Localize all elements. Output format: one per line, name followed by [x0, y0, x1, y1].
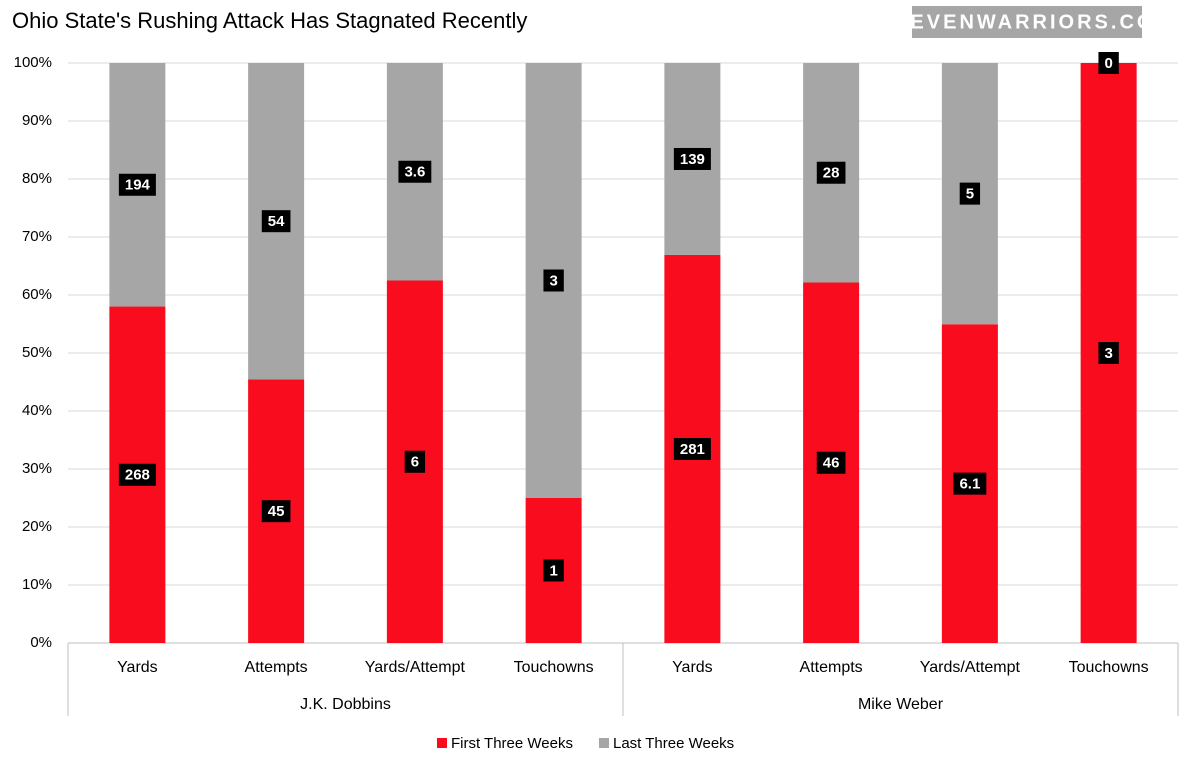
watermark: ELEVENWARRIORS.COM: [879, 11, 1175, 33]
data-label-box: [953, 472, 987, 495]
y-tick-label: 30%: [22, 460, 52, 477]
data-label-box: [118, 463, 156, 486]
y-tick-label: 20%: [22, 518, 52, 535]
y-tick-label: 60%: [22, 286, 52, 303]
chart-title: Ohio State's Rushing Attack Has Stagnate…: [12, 8, 527, 33]
data-label: 6: [411, 454, 419, 471]
y-tick-label: 40%: [22, 402, 52, 419]
group-label: J.K. Dobbins: [300, 696, 391, 713]
data-label: 54: [268, 213, 285, 230]
data-label-box: [1098, 342, 1119, 364]
data-label-box: [261, 210, 291, 233]
legend-label: Last Three Weeks: [613, 735, 734, 752]
x-tick-label: Yards: [117, 659, 158, 676]
y-tick-label: 50%: [22, 344, 52, 361]
y-tick-label: 10%: [22, 576, 52, 593]
x-tick-label: Attempts: [245, 659, 308, 676]
data-label: 281: [680, 441, 705, 458]
x-tick-label: Yards/Attempt: [920, 659, 1021, 676]
y-tick-label: 100%: [14, 54, 52, 71]
data-label: 194: [125, 177, 151, 194]
data-label: 5: [966, 186, 974, 203]
data-label-box: [543, 269, 564, 292]
x-tick-label: Yards/Attempt: [365, 659, 466, 676]
y-tick-label: 80%: [22, 170, 52, 187]
data-label-box: [959, 182, 981, 205]
data-label-box: [673, 147, 711, 170]
y-tick-label: 0%: [30, 634, 52, 651]
data-label-box: [673, 437, 711, 460]
y-tick-label: 90%: [22, 112, 52, 129]
x-tick-label: Touchowns: [514, 659, 594, 676]
data-label-box: [816, 161, 846, 184]
data-label: 3: [1104, 345, 1112, 362]
legend-swatch: [598, 738, 609, 748]
data-label: 45: [268, 503, 285, 520]
data-label: 139: [680, 151, 705, 168]
x-tick-label: Yards: [672, 659, 713, 676]
group-label: Mike Weber: [858, 696, 944, 713]
data-label-box: [261, 500, 291, 523]
data-label: 268: [125, 467, 150, 484]
legend-swatch: [437, 738, 447, 748]
data-label-box: [404, 450, 426, 473]
y-tick-label: 70%: [22, 228, 52, 245]
data-label-box: [1098, 52, 1119, 74]
data-label: 46: [823, 455, 840, 472]
data-label-box: [118, 173, 156, 196]
data-label: 3.6: [404, 164, 425, 181]
x-tick-label: Attempts: [800, 659, 863, 676]
data-label: 28: [823, 165, 840, 182]
data-label-box: [398, 160, 432, 183]
data-label: 3: [549, 272, 557, 289]
watermark-box: [912, 6, 1142, 38]
x-tick-label: Touchowns: [1069, 659, 1149, 676]
data-label: 6.1: [959, 476, 980, 493]
data-label-box: [816, 451, 846, 474]
data-label: 1: [549, 562, 557, 579]
legend-label: First Three Weeks: [451, 735, 573, 752]
data-label-box: [543, 559, 564, 582]
data-label: 0: [1104, 55, 1112, 72]
